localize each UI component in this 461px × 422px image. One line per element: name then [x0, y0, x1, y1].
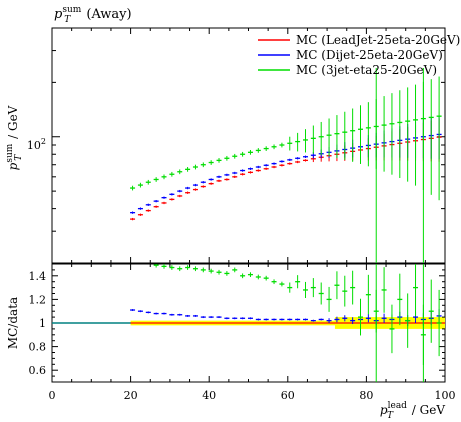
legend-entry-0: MC (LeadJet-25eta-20GeV)	[296, 33, 460, 47]
ratio-y-tick-label: 1	[39, 317, 46, 330]
ratio-series-marks	[52, 264, 445, 382]
legend-entry-2: MC (3jet-eta25-20GeV)	[296, 63, 437, 77]
main-y-axis-label: psumT / GeV	[5, 105, 24, 170]
ratio-axis-ticks: 0 20 40 60 80 100 0.6 0.8 1 1.2 1.4	[29, 263, 456, 402]
ratio-y-tick-label: 1.4	[29, 270, 47, 283]
ratio-y-tick-label: 1.2	[29, 293, 47, 306]
x-tick-label-0: 0	[49, 389, 56, 402]
main-series-1	[130, 115, 442, 214]
ratio-y-tick-label: 0.6	[29, 364, 47, 377]
x-tick-label-60: 60	[281, 389, 295, 402]
chart-title: psum T (Away)	[54, 5, 132, 25]
ratio-y-axis-label: MC/data	[6, 297, 20, 349]
x-tick-label-100: 100	[435, 389, 456, 402]
main-y-tick-label-100: 102	[27, 137, 46, 152]
ratio-y-tick-label: 0.8	[29, 341, 47, 354]
main-series-marks	[130, 68, 442, 263]
main-axis-ticks	[51, 27, 446, 264]
main-series-2	[130, 76, 442, 201]
main-series-0	[130, 118, 442, 221]
legend-entry-1: MC (Dijet-25eta-20GeV)	[296, 48, 443, 62]
legend: MC (LeadJet-25eta-20GeV)MC (Dijet-25eta-…	[258, 33, 460, 77]
x-tick-label-20: 20	[124, 389, 138, 402]
x-tick-label-40: 40	[202, 389, 216, 402]
x-tick-label-80: 80	[359, 389, 373, 402]
ratio-series-2	[153, 264, 442, 365]
x-axis-label: plead T / GeV	[380, 401, 445, 421]
